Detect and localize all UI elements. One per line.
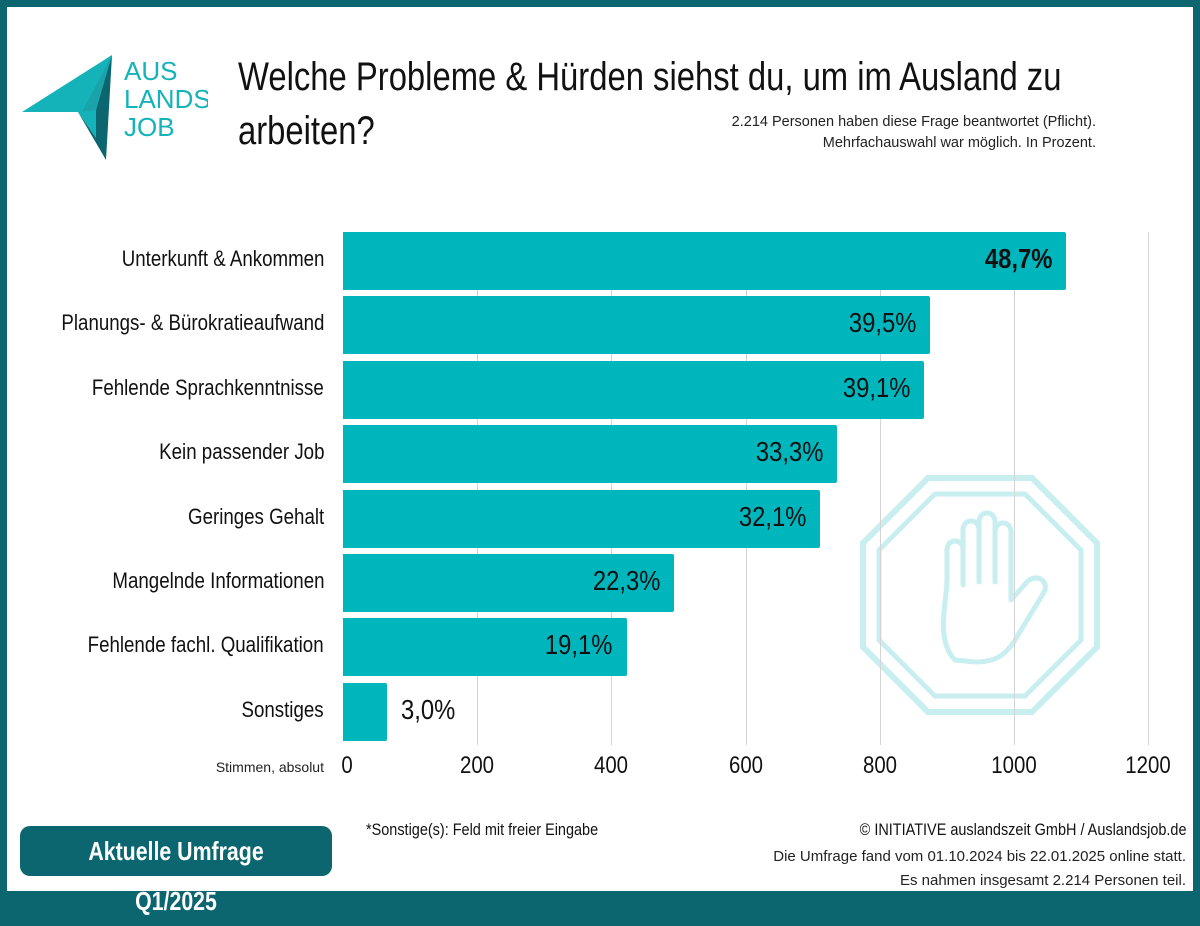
bar [343,489,820,548]
category-label: Fehlende Sprachkenntnisse [92,374,324,400]
logo-text: AUS [124,56,177,86]
gridline [477,232,479,745]
gridline [1148,232,1149,745]
subtitle-line: 2.214 Personen haben diese Frage beantwo… [731,114,1096,130]
bar [343,425,838,484]
survey-period: Die Umfrage fand vom 01.10.2024 bis 22.0… [773,848,1186,865]
survey-badge: Aktuelle Umfrage Q1/2025 [20,826,332,916]
footnote: *Sonstige(s): Feld mit freier Eingabe [366,820,599,839]
x-tick-label: 400 [594,752,629,779]
data-label: 39,1% [842,371,910,403]
category-label: Geringes Gehalt [187,503,324,529]
x-tick-label: 0 [341,752,353,779]
x-tick-label: 800 [862,752,897,779]
category-label: Unterkunft & Ankommen [121,246,324,271]
gridline [611,232,613,745]
chart-title: Welche Probleme & Hürden siehst du, um i… [238,55,1062,153]
data-label: 48,7% [984,243,1053,274]
badge-label: Aktuelle Umfrage Q1/2025 [88,836,264,916]
subtitle-line: Mehrfachauswahl war möglich. In Prozent. [822,135,1096,151]
category-label: Planungs- & Bürokratieaufwand [60,310,324,336]
data-label: 3,0% [401,693,456,725]
data-label: 19,1% [545,629,613,661]
gridline [879,232,881,745]
bar [343,618,627,677]
stop-hand-icon [860,475,1100,715]
bar [343,360,924,419]
bar [343,232,1067,290]
bar [343,296,930,355]
survey-participants: Es nahmen insgesamt 2.214 Personen teil. [899,872,1186,889]
x-tick-label: 1000 [991,752,1037,779]
category-label: Kein passender Job [158,439,324,465]
x-axis-label: Stimmen, absolut [215,759,324,775]
logo-text: JOB [124,112,175,142]
bar [343,554,675,612]
logo-text: LANDS [124,84,208,114]
x-tick-label: 600 [728,752,763,779]
x-tick-label: 1200 [1125,752,1171,779]
data-label: 32,1% [738,500,806,532]
data-label: 33,3% [755,436,824,468]
chart-subtitle: 2.214 Personen haben diese Frage beantwo… [732,112,1096,154]
copyright: © INITIATIVE auslandszeit GmbH / Ausland… [859,820,1186,839]
data-label: 22,3% [592,565,661,596]
category-label: Sonstiges [241,696,324,722]
gridline [1013,232,1015,745]
x-tick-label: 200 [460,752,495,779]
category-label: Fehlende fachl. Qualifikation [88,632,324,658]
logo: AUS LANDS JOB [22,55,208,160]
data-label: 39,5% [848,307,916,339]
category-label: Mangelnde Informationen [111,568,324,593]
bar [343,682,388,741]
gridline [745,232,747,745]
